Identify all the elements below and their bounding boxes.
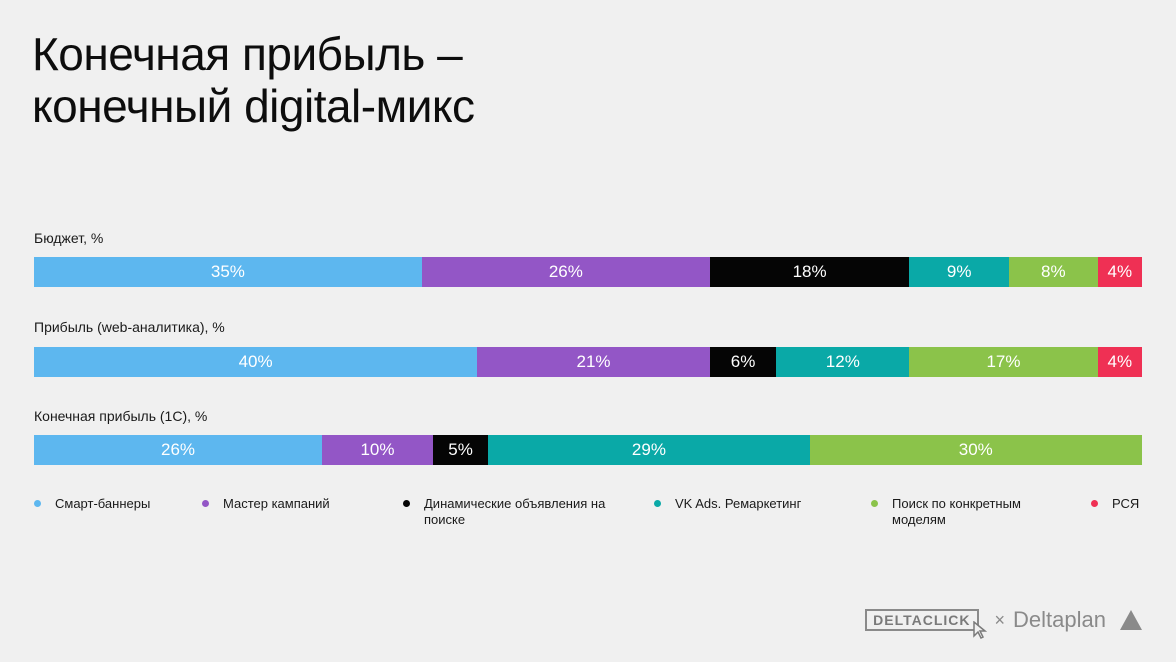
bar-segment-2: 10% xyxy=(322,435,433,465)
bar-segment-4: 9% xyxy=(909,257,1010,287)
bar-web-profit: 40% 21% 6% 12% 17% 4% xyxy=(34,347,1142,377)
legend-label: Динамические объявления на поиске xyxy=(424,496,606,527)
bar-segment-3: 6% xyxy=(709,347,777,377)
bar-segment-4: 12% xyxy=(776,347,910,377)
legend-dot-icon xyxy=(871,500,878,507)
bar-segment-3: 5% xyxy=(432,435,489,465)
legend-dot-icon xyxy=(34,500,41,507)
bar-segment-6: 4% xyxy=(1097,347,1142,377)
legend-label: VK Ads. Ремаркетинг xyxy=(675,496,802,511)
legend-label: Мастер кампаний xyxy=(223,496,330,511)
bar-segment-5: 30% xyxy=(809,435,1142,465)
legend-item-vk-remarketing: VK Ads. Ремаркетинг xyxy=(654,496,801,512)
legend-dot-icon xyxy=(403,500,410,507)
bar-segment-5: 8% xyxy=(1009,257,1098,287)
legend-item-dynamic-ads: Динамические объявления на поиске xyxy=(403,496,624,528)
bar-segment-1: 26% xyxy=(34,435,323,465)
legend-dot-icon xyxy=(1091,500,1098,507)
row-label-web-profit: Прибыль (web-аналитика), % xyxy=(34,319,225,335)
bar-segment-1: 35% xyxy=(34,257,422,287)
title-line-1: Конечная прибыль – xyxy=(32,28,463,80)
legend-item-rsya: РСЯ xyxy=(1091,496,1139,512)
bar-segment-3: 18% xyxy=(709,257,910,287)
title-line-2: конечный digital-микс xyxy=(32,80,475,132)
bar-segment-5: 17% xyxy=(909,347,1098,377)
legend: Смарт-баннеры Мастер кампаний Динамическ… xyxy=(34,496,1144,536)
legend-item-smart-banners: Смарт-баннеры xyxy=(34,496,150,512)
bar-segment-2: 21% xyxy=(477,347,710,377)
row-label-final-profit: Конечная прибыль (1С), % xyxy=(34,408,208,424)
legend-dot-icon xyxy=(654,500,661,507)
legend-label: Поиск по конкретным моделям xyxy=(892,496,1021,527)
deltaplan-logo-text: Deltaplan xyxy=(1013,607,1106,632)
bar-segment-6: 4% xyxy=(1097,257,1142,287)
row-label-budget: Бюджет, % xyxy=(34,230,104,246)
deltaclick-logo-text: DELTACLICK xyxy=(873,612,971,628)
deltaclick-logo: DELTACLICK xyxy=(865,609,987,639)
legend-item-campaign-master: Мастер кампаний xyxy=(202,496,330,512)
deltaplan-triangle-icon xyxy=(1120,610,1142,630)
slide-title: Конечная прибыль – конечный digital-микс xyxy=(32,28,475,132)
bar-segment-1: 40% xyxy=(34,347,478,377)
bar-budget: 35% 26% 18% 9% 8% 4% xyxy=(34,257,1142,287)
bar-segment-2: 26% xyxy=(421,257,710,287)
bar-final-profit: 26% 10% 5% 29% 30% xyxy=(34,435,1142,465)
footer-logos: DELTACLICK × Deltaplan xyxy=(865,606,1142,639)
times-separator: × xyxy=(994,609,1006,630)
legend-item-model-search: Поиск по конкретным моделям xyxy=(871,496,1052,528)
cursor-icon xyxy=(972,621,987,639)
bar-segment-4: 29% xyxy=(488,435,810,465)
legend-dot-icon xyxy=(202,500,209,507)
legend-label: Смарт-баннеры xyxy=(55,496,151,511)
legend-label: РСЯ xyxy=(1112,496,1140,511)
